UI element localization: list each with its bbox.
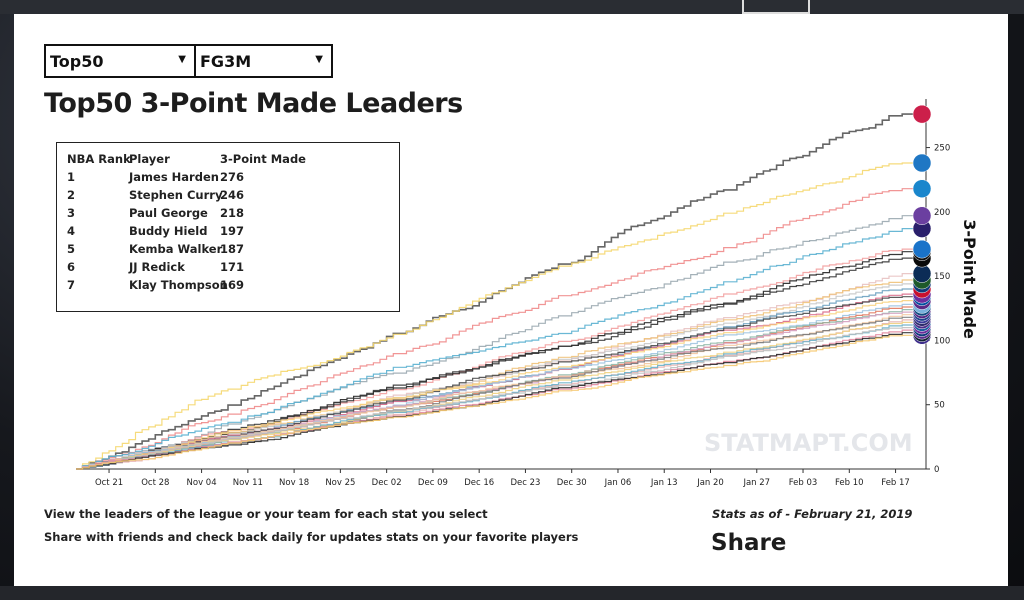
x-tick-label: Nov 11 — [233, 478, 263, 488]
series-line — [76, 113, 922, 470]
series-end-marker — [912, 239, 932, 259]
leader-row: 7 Klay Thompson 169 — [67, 278, 387, 294]
rank-cell: 6 — [67, 260, 76, 274]
y-tick-label: 100 — [934, 336, 950, 346]
series-line — [76, 300, 922, 470]
x-tick-label: Oct 28 — [141, 478, 169, 488]
y-axis-label: 3-Point Made — [960, 219, 979, 339]
rank-cell: 5 — [67, 242, 76, 256]
leader-row: 1 James Harden 276 — [67, 170, 387, 186]
series-line — [76, 324, 922, 470]
series-end-marker — [912, 179, 932, 198]
rank-cell: 3 — [67, 206, 76, 220]
x-tick-label: Feb 03 — [789, 478, 818, 488]
stat-select-value: FG3M — [200, 52, 252, 71]
series-line — [76, 309, 922, 470]
stats-as-of: Stats as of - February 21, 2019 — [712, 507, 913, 521]
background-top — [0, 0, 1024, 14]
leader-row: 3 Paul George 218 — [67, 206, 387, 222]
series-end-marker — [912, 153, 932, 173]
x-tick-label: Dec 09 — [418, 478, 448, 488]
player-cell: Kemba Walker — [129, 242, 223, 256]
series-line — [76, 248, 922, 470]
x-tick-label: Dec 23 — [510, 478, 540, 488]
series-line — [76, 257, 922, 470]
line-chart: STATMAPT.COM Oct 21 Oct 28 Nov 04 Nov 11 Nov … — [76, 99, 979, 488]
value-cell: 246 — [220, 188, 245, 202]
value-cell: 169 — [220, 278, 245, 292]
y-tick-label: 200 — [934, 208, 950, 218]
value-cell: 171 — [220, 260, 245, 274]
x-tick-label: Jan 27 — [742, 478, 770, 488]
series-line — [76, 215, 922, 470]
x-tick-label: Nov 25 — [325, 478, 355, 488]
x-tick-label: Nov 18 — [279, 478, 309, 488]
leader-row: 2 Stephen Curry 246 — [67, 188, 387, 204]
header-player: Player — [129, 152, 170, 166]
x-tick-label: Dec 30 — [557, 478, 587, 488]
rank-cell: 2 — [67, 188, 76, 202]
page-title: Top50 3-Point Made Leaders — [44, 88, 463, 119]
group-select[interactable]: Top50 ▼ — [44, 44, 196, 78]
y-tick-label: 50 — [934, 401, 945, 411]
info-text-line2: Share with friends and check back daily … — [44, 530, 579, 544]
x-tick-label: Oct 21 — [95, 478, 123, 488]
leader-table-header: NBA Rank Player 3-Point Made — [67, 152, 387, 168]
leader-row: 4 Buddy Hield 197 — [67, 224, 387, 240]
leader-row: 5 Kemba Walker 187 — [67, 242, 387, 258]
value-cell: 218 — [220, 206, 245, 220]
x-tick-label: Jan 20 — [696, 478, 724, 488]
header-rank: NBA Rank — [67, 152, 131, 166]
rank-cell: 4 — [67, 224, 76, 238]
leader-table: NBA Rank Player 3-Point Made 1 James Har… — [56, 142, 400, 312]
series-line — [76, 188, 922, 470]
player-cell: Klay Thompson — [129, 278, 228, 292]
background-bottom — [0, 586, 1024, 600]
x-tick-label: Dec 02 — [372, 478, 402, 488]
hoop-graphic — [742, 0, 810, 14]
x-tick-label: Feb 17 — [881, 478, 910, 488]
x-tick-label: Jan 06 — [604, 478, 632, 488]
value-cell: 197 — [220, 224, 245, 238]
player-cell: Stephen Curry — [129, 188, 223, 202]
main-panel: Top50 ▼ FG3M ▼ Top50 3-Point Made Leader… — [14, 14, 1008, 586]
series-line — [76, 162, 922, 470]
share-button[interactable]: Share — [711, 530, 787, 556]
chevron-down-icon: ▼ — [178, 54, 186, 65]
series-line — [76, 228, 922, 470]
player-cell: JJ Redick — [129, 260, 185, 274]
rank-cell: 7 — [67, 278, 76, 292]
rank-cell: 1 — [67, 170, 76, 184]
stat-select[interactable]: FG3M ▼ — [194, 44, 333, 78]
player-cell: Paul George — [129, 206, 208, 220]
x-tick-label: Jan 13 — [650, 478, 678, 488]
series-end-marker — [912, 206, 932, 225]
series-end-marker — [912, 104, 932, 124]
player-cell: Buddy Hield — [129, 224, 208, 238]
group-select-value: Top50 — [50, 52, 104, 71]
watermark: STATMAPT.COM — [704, 429, 913, 457]
series-line — [76, 293, 922, 470]
series-line — [76, 314, 922, 470]
x-tick-label: Dec 16 — [464, 478, 494, 488]
y-tick-label: 0 — [934, 465, 939, 475]
y-tick-label: 150 — [934, 272, 950, 282]
header-value: 3-Point Made — [220, 152, 306, 166]
series-line — [76, 334, 922, 470]
info-text-line1: View the leaders of the league or your t… — [44, 507, 488, 521]
player-cell: James Harden — [129, 170, 219, 184]
chevron-down-icon: ▼ — [315, 54, 323, 65]
value-cell: 276 — [220, 170, 245, 184]
x-tick-label: Nov 04 — [187, 478, 217, 488]
leader-row: 6 JJ Redick 171 — [67, 260, 387, 276]
value-cell: 187 — [220, 242, 245, 256]
series-line — [76, 327, 922, 470]
y-tick-label: 250 — [934, 144, 950, 154]
x-tick-label: Feb 10 — [835, 478, 864, 488]
